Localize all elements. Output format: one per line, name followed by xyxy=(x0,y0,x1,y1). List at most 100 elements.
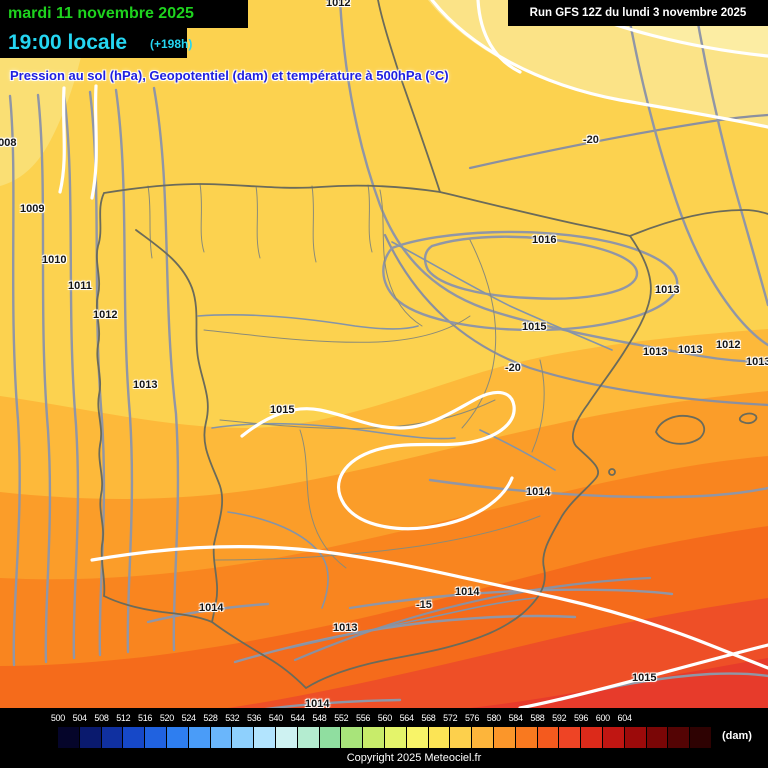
pressure-label: 1013 xyxy=(678,344,703,356)
pressure-label: 1011 xyxy=(68,280,92,292)
scale-value: 588 xyxy=(530,713,545,723)
pressure-label: 1014 xyxy=(305,698,330,708)
scale-value: 596 xyxy=(573,713,589,723)
scale-color-cell xyxy=(275,727,298,748)
scale-color-cell xyxy=(79,727,102,748)
pressure-label: 1012 xyxy=(716,339,741,351)
pressure-label: 1013 xyxy=(655,284,680,296)
temperature-field-bands xyxy=(0,0,768,708)
pressure-label: 1013 xyxy=(746,356,768,368)
scale-color-cell xyxy=(384,727,407,748)
scale-value: 536 xyxy=(247,713,262,723)
scale-value: 552 xyxy=(334,713,349,723)
scale-color-cell xyxy=(145,727,167,748)
scale-color-cell xyxy=(297,727,320,748)
pressure-isobars xyxy=(8,0,768,708)
scale-color-cell xyxy=(188,727,211,748)
scale-color-bar xyxy=(58,727,712,748)
scale-color-cell xyxy=(515,727,538,748)
temperature-contours xyxy=(293,113,768,662)
model-run-box: Run GFS 12Z du lundi 3 novembre 2025 xyxy=(508,0,768,26)
scale-color-cell xyxy=(450,727,473,748)
scale-value: 548 xyxy=(312,713,327,723)
color-scale-strip: 500 504 508 512 516 520 524 528 532 536 540 544 548 5… xyxy=(0,708,768,768)
map-canvas xyxy=(0,0,768,708)
scale-value: 600 xyxy=(595,713,610,723)
pressure-label: 1013 xyxy=(133,379,158,391)
scale-value: 520 xyxy=(159,713,174,723)
scale-value: 512 xyxy=(116,713,131,723)
pressure-label: 1008 xyxy=(0,137,17,149)
scale-value: 592 xyxy=(552,713,567,723)
scale-value: 568 xyxy=(421,713,436,723)
scale-color-cell xyxy=(472,727,494,748)
scale-unit-label: (dam) xyxy=(722,730,752,742)
pressure-label: 1012 xyxy=(93,309,118,321)
scale-value: 500 xyxy=(50,713,65,723)
scale-color-cell xyxy=(428,727,451,748)
scale-color-cell xyxy=(166,727,189,748)
scale-color-cell xyxy=(602,727,625,748)
scale-value: 584 xyxy=(508,713,523,723)
scale-value: 576 xyxy=(464,713,480,723)
scale-value: 540 xyxy=(268,713,283,723)
scale-color-cell xyxy=(581,727,603,748)
scale-value: 524 xyxy=(181,713,196,723)
pressure-label: 1014 xyxy=(199,602,224,614)
scale-value: 516 xyxy=(138,713,153,723)
coastlines xyxy=(95,0,768,690)
pressure-label: 1009 xyxy=(20,203,45,215)
scale-color-cell xyxy=(58,727,80,748)
scale-color-cell xyxy=(232,727,255,748)
pressure-label: 1013 xyxy=(643,346,668,358)
pressure-label: 1015 xyxy=(270,404,295,416)
scale-values-row: 500 504 508 512 516 520 524 528 532 536 540 544 548 5… xyxy=(47,713,636,723)
temperature-label: -20 xyxy=(583,134,599,146)
scale-value: 572 xyxy=(443,713,458,723)
scale-value: 544 xyxy=(290,713,305,723)
scale-color-cell xyxy=(624,727,647,748)
pressure-label: 1015 xyxy=(632,672,657,684)
map-parameters-title: Pression au sol (hPa), Geopotentiel (dam… xyxy=(10,68,449,83)
scale-value: 508 xyxy=(94,713,109,723)
scale-value: 532 xyxy=(225,713,240,723)
scale-color-cell xyxy=(537,727,560,748)
pressure-label: 1013 xyxy=(333,622,358,634)
pressure-label: 1015 xyxy=(522,321,547,333)
pressure-label: 1010 xyxy=(42,254,67,266)
scale-color-cell xyxy=(690,727,712,748)
scale-color-cell xyxy=(319,727,342,748)
forecast-date: mardi 11 novembre 2025 xyxy=(8,5,194,22)
temperature-label: -20 xyxy=(505,362,521,374)
scale-color-cell xyxy=(559,727,582,748)
temperature-label: -15 xyxy=(416,599,432,611)
scale-color-cell xyxy=(363,727,385,748)
scale-value: 560 xyxy=(377,713,392,723)
forecast-map[interactable]: 1008 1009 1010 1011 1012 1013 1012 1016 … xyxy=(0,0,768,708)
scale-color-cell xyxy=(341,727,364,748)
copyright-text: Copyright 2025 Meteociel.fr xyxy=(346,752,482,764)
scale-value: 604 xyxy=(617,713,632,723)
scale-color-cell xyxy=(646,727,669,748)
forecast-time: 19:00 locale xyxy=(8,31,128,54)
pressure-label: 1014 xyxy=(455,586,480,598)
scale-color-cell xyxy=(123,727,146,748)
scale-color-cell xyxy=(210,727,233,748)
date-box xyxy=(0,0,248,28)
scale-value: 564 xyxy=(399,713,414,723)
forecast-hour-offset: (+198h) xyxy=(150,37,193,51)
scale-value: 528 xyxy=(203,713,218,723)
model-run-label: Run GFS 12Z du lundi 3 novembre 2025 xyxy=(529,7,747,19)
scale-value: 580 xyxy=(486,713,501,723)
scale-color-cell xyxy=(406,727,429,748)
rivers xyxy=(197,241,613,649)
time-box xyxy=(0,28,187,58)
scale-value: 504 xyxy=(72,713,87,723)
pressure-label: 1016 xyxy=(532,234,557,246)
scale-color-cell xyxy=(101,727,124,748)
scale-color-cell xyxy=(668,727,691,748)
scale-value: 556 xyxy=(355,713,371,723)
scale-color-cell xyxy=(254,727,276,748)
scale-color-cell xyxy=(493,727,516,748)
